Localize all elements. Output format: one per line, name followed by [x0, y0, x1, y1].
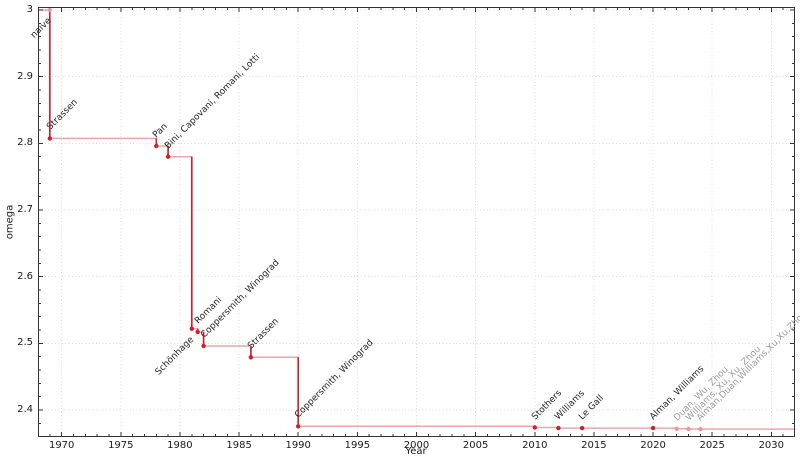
x-tick-label: 2010: [522, 440, 548, 451]
y-axis-title: omega: [4, 204, 16, 240]
x-tick-label: 2005: [462, 440, 489, 451]
x-tick-label: 1975: [108, 440, 134, 451]
x-tick-label: 2000: [403, 440, 430, 451]
data-point-marker: [650, 425, 656, 431]
x-tick-label: 2025: [699, 440, 725, 451]
data-point-marker: [195, 329, 200, 335]
data-point-marker: [201, 343, 206, 349]
data-point-marker: [674, 426, 679, 431]
x-axis-title: Year: [405, 446, 427, 457]
data-point-marker: [579, 425, 585, 431]
data-point-marker: [698, 426, 703, 432]
plot-frame: [38, 7, 795, 437]
y-tick-label: 3: [26, 4, 33, 15]
x-tick-label: 2030: [758, 440, 785, 451]
data-point-marker: [47, 7, 52, 13]
x-tick-label: 2020: [640, 440, 666, 451]
data-point-marker: [686, 426, 691, 432]
y-tick-label: 2.7: [17, 204, 33, 215]
y-tick-label: 2.9: [17, 70, 33, 82]
data-point-marker: [296, 424, 301, 429]
x-tick-label: 2015: [581, 440, 607, 451]
data-point-marker: [189, 326, 194, 331]
x-tick-label: 1990: [285, 440, 311, 451]
data-point-marker: [556, 425, 561, 431]
y-tick-label: 2.5: [17, 337, 33, 349]
y-tick-label: 2.6: [17, 270, 33, 282]
data-point-marker: [154, 143, 159, 149]
x-tick-label: 1985: [226, 440, 252, 451]
data-point-marker: [165, 154, 171, 159]
chart-canvas: [38, 7, 795, 437]
x-tick-label: 1995: [344, 440, 371, 451]
x-tick-label: 1980: [167, 440, 193, 451]
y-tick-label: 2.8: [17, 137, 33, 149]
y-tick-label: 2.4: [17, 404, 33, 415]
x-tick-label: 1970: [48, 440, 75, 451]
data-point-marker: [47, 136, 52, 141]
omega-step-line: [38, 9, 795, 430]
data-point-marker: [248, 355, 254, 360]
data-point-marker: [532, 425, 537, 430]
